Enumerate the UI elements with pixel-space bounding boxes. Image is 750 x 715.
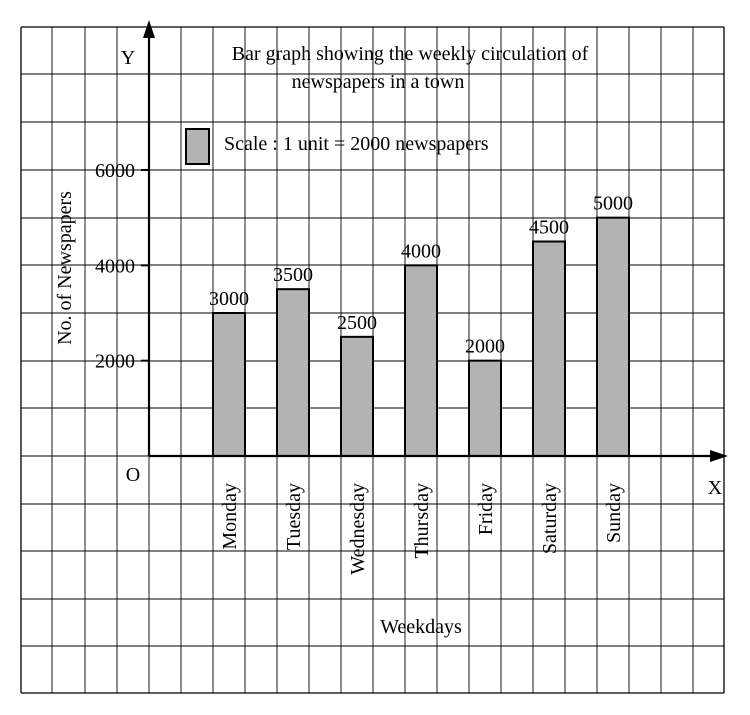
origin-label: O — [126, 464, 140, 486]
data-label: 2000 — [465, 336, 505, 358]
legend-swatch — [185, 128, 210, 165]
data-label: 3000 — [209, 288, 249, 310]
data-label: 4000 — [401, 240, 441, 262]
bar-wednesday — [340, 335, 374, 458]
y-axis-letter: Y — [121, 47, 135, 69]
data-label: 2500 — [337, 312, 377, 334]
legend: Scale : 1 unit = 2000 newspapers — [185, 128, 489, 165]
y-tick-label: 2000 — [95, 351, 135, 373]
data-label: 4500 — [529, 217, 569, 239]
x-tick-label: Thursday — [411, 483, 433, 559]
x-tick-label: Monday — [219, 483, 241, 550]
chart-title: Bar graph showing the weekly circulation… — [232, 43, 589, 93]
x-tick-label: Sunday — [603, 483, 625, 543]
data-label: 3500 — [273, 264, 313, 286]
x-tick-label: Wednesday — [347, 483, 369, 575]
x-axis-letter: X — [708, 477, 723, 499]
bar-sunday — [596, 216, 630, 457]
bars — [212, 216, 630, 458]
y-tick-label: 4000 — [95, 255, 135, 277]
bar-thursday — [404, 264, 438, 458]
x-axis-title: Weekdays — [380, 616, 462, 638]
axes — [141, 20, 728, 462]
labels: 3000 Monday 3500 Tuesday 2500 Wednesday 4000 Th… — [95, 160, 633, 575]
bar-monday — [212, 312, 246, 457]
bar-saturday — [532, 240, 566, 457]
x-tick-label: Tuesday — [283, 483, 305, 550]
title-line-2: newspapers in a town — [292, 71, 465, 93]
y-axis-title: No. of Newspapers — [54, 191, 76, 345]
bar-friday — [468, 359, 502, 457]
x-axis-arrow — [710, 450, 728, 462]
y-axis-arrow — [143, 20, 155, 38]
x-tick-label: Friday — [475, 483, 497, 535]
y-tick-label: 6000 — [95, 160, 135, 182]
x-tick-label: Saturday — [539, 483, 561, 554]
data-label: 5000 — [593, 193, 633, 215]
legend-label: Scale : 1 unit = 2000 newspapers — [224, 133, 489, 155]
title-line-1: Bar graph showing the weekly circulation… — [232, 43, 589, 65]
bar-tuesday — [276, 288, 310, 457]
